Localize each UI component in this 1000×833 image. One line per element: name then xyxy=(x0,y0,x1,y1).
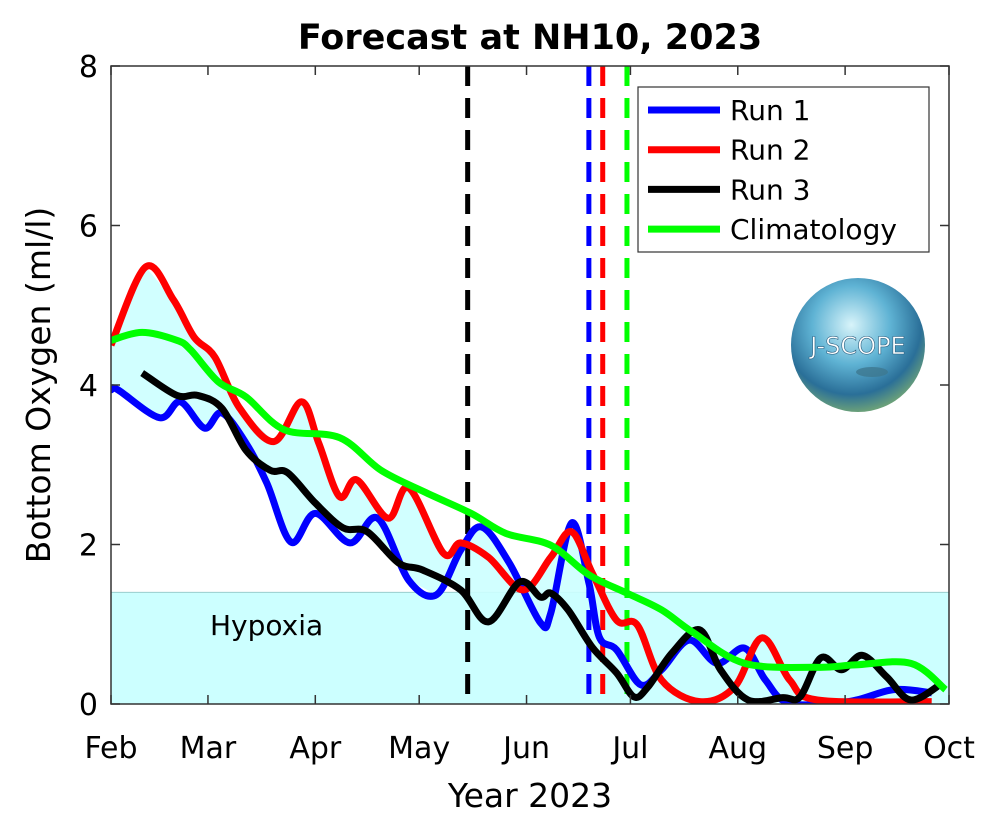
legend-label: Run 2 xyxy=(730,134,810,167)
legend-label: Run 1 xyxy=(730,94,810,127)
y-tick-label: 0 xyxy=(79,688,98,723)
y-axis-label: Bottom Oxygen (ml/l) xyxy=(19,207,58,564)
y-tick-label: 6 xyxy=(79,210,98,245)
j-scope-logo: J-SCOPE xyxy=(791,278,925,412)
chart-title: Forecast at NH10, 2023 xyxy=(298,18,762,58)
legend-label: Run 3 xyxy=(730,173,810,206)
legend-label: Climatology xyxy=(730,213,897,246)
x-tick-label: Feb xyxy=(84,731,137,766)
logo-text: J-SCOPE xyxy=(808,332,905,360)
y-tick-label: 4 xyxy=(79,369,98,404)
x-tick-label: Oct xyxy=(923,731,975,766)
x-axis-label: Year 2023 xyxy=(447,776,612,815)
x-tick-label: Jun xyxy=(501,731,550,766)
y-tick-label: 2 xyxy=(79,529,98,564)
series-line xyxy=(140,370,944,704)
x-tick-label: Apr xyxy=(289,731,342,766)
x-tick-label: Jul xyxy=(610,731,648,766)
x-tick-label: May xyxy=(388,731,450,766)
legend: Run 1 Run 2 Run 3 Climatology xyxy=(637,86,930,253)
x-tick-label: Mar xyxy=(180,731,237,766)
run-envelope-fill xyxy=(111,268,931,704)
y-tick-label: 8 xyxy=(79,50,98,85)
series-line xyxy=(111,328,948,693)
x-tick-label: Sep xyxy=(817,731,874,766)
x-tick-label: Aug xyxy=(708,731,767,766)
hypoxia-label: Hypoxia xyxy=(210,609,323,642)
